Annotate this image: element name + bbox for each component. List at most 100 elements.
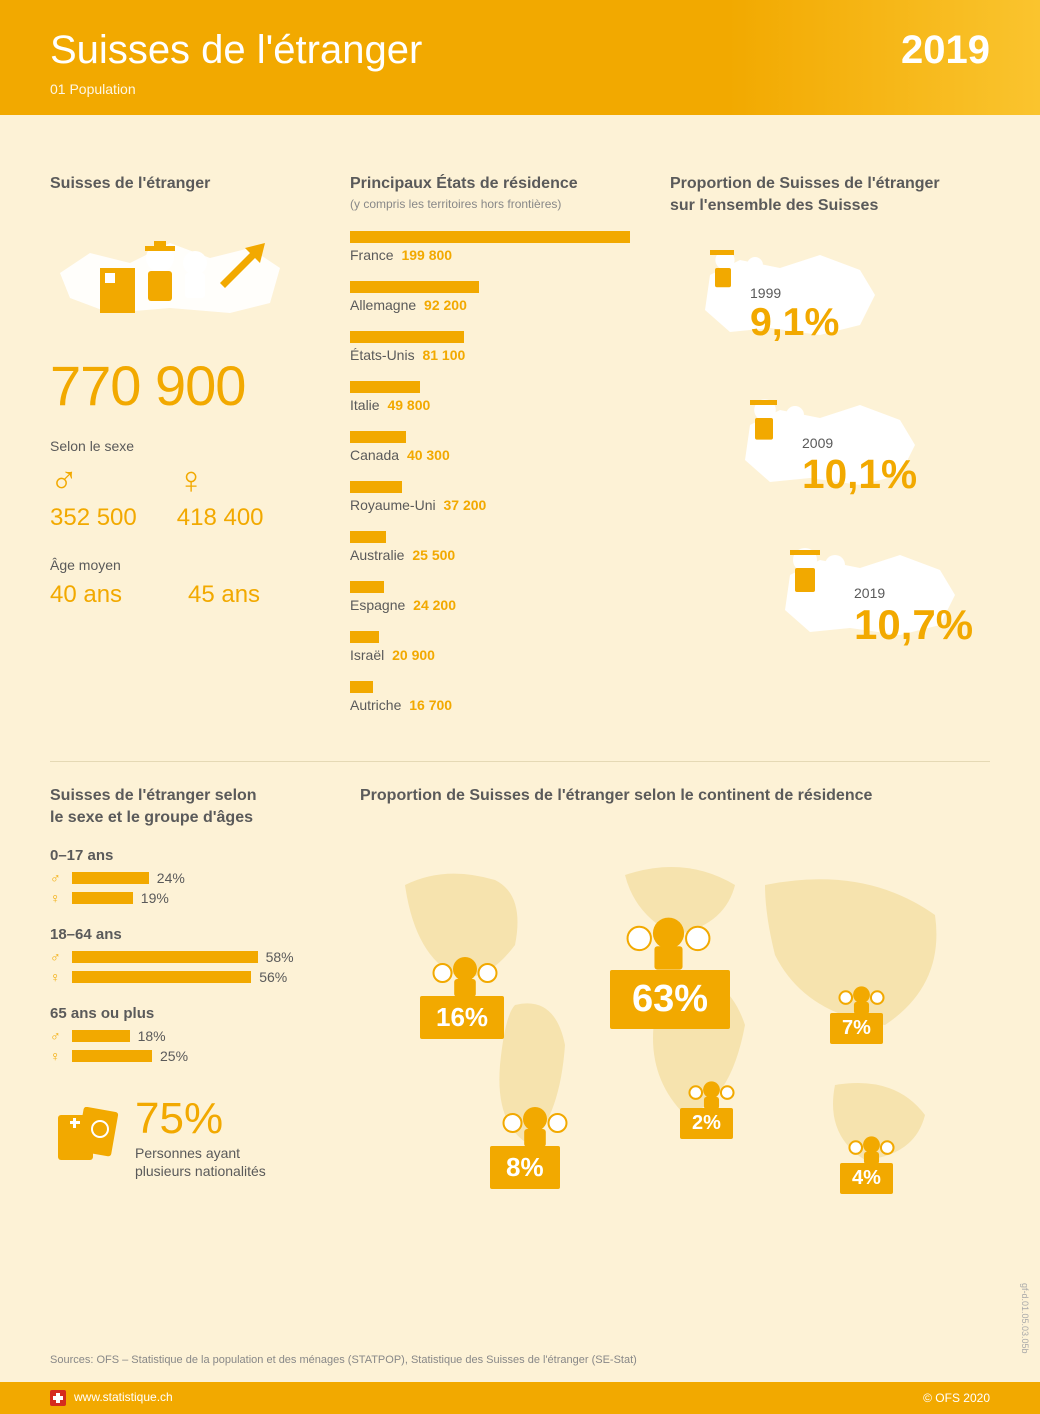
age-group: 18–64 ans ♂58% ♀56% (50, 926, 330, 985)
sources-text: Sources: OFS – Statistique de la populat… (50, 1354, 637, 1366)
continent-marker: 8% (490, 1105, 580, 1146)
age-bar-female: ♀56% (50, 969, 330, 985)
divider (50, 761, 990, 762)
agegroups-heading-2: le sexe et le groupe d'âges (50, 809, 330, 827)
country-bar-label: Australie 25 500 (350, 547, 650, 563)
continent-pct: 63% (610, 970, 730, 1029)
side-reference: gf-d.01.05.03.05b (1020, 1283, 1030, 1354)
male-icon: ♂ (50, 462, 137, 500)
sex-label: Selon le sexe (50, 438, 330, 454)
female-icon: ♀ (177, 462, 264, 500)
country-bar-row: Australie 25 500 (350, 531, 650, 563)
multi-text-1: Personnes ayant (135, 1144, 266, 1162)
countries-column: Principaux États de résidence (y compris… (350, 175, 650, 731)
proportion-column: Proportion de Suisses de l'étranger sur … (670, 175, 990, 731)
country-bar-label: Allemagne 92 200 (350, 297, 650, 313)
country-bar-label: États-Unis 81 100 (350, 347, 650, 363)
male-count: 352 500 (50, 504, 137, 532)
swiss-flag-icon (50, 1390, 66, 1406)
country-bar-label: Italie 49 800 (350, 397, 650, 413)
age-group-label: 0–17 ans (50, 847, 330, 864)
country-bar-row: Israël 20 900 (350, 631, 650, 663)
people-icon (490, 1105, 580, 1150)
country-bar-row: Royaume-Uni 37 200 (350, 481, 650, 513)
country-bar-row: Italie 49 800 (350, 381, 650, 413)
proportion-heading-2: sur l'ensemble des Suisses (670, 197, 990, 215)
country-bar-row: Espagne 24 200 (350, 581, 650, 613)
people-icon (840, 1135, 903, 1167)
page-title: Suisses de l'étranger (50, 28, 422, 73)
age-bar-female: ♀19% (50, 890, 330, 906)
countries-subheading: (y compris les territoires hors frontièr… (350, 197, 650, 211)
continent-marker: 16% (420, 955, 510, 996)
proportion-year: 2009 (802, 435, 917, 451)
country-bar (350, 481, 402, 493)
country-bar (350, 331, 464, 343)
country-bar-label: Espagne 24 200 (350, 597, 650, 613)
country-bar (350, 431, 406, 443)
multi-pct: 75% (135, 1094, 266, 1144)
footer-copyright: © OFS 2020 (923, 1391, 990, 1405)
footer-url: www.statistique.ch (74, 1390, 173, 1404)
continents-heading: Proportion de Suisses de l'étranger selo… (360, 787, 990, 805)
passport-icon (50, 1107, 120, 1167)
countries-heading: Principaux États de résidence (350, 175, 650, 193)
continents-column: Proportion de Suisses de l'étranger selo… (360, 787, 990, 1205)
country-bar-row: Allemagne 92 200 (350, 281, 650, 313)
continent-pct: 8% (490, 1146, 560, 1189)
continent-pct: 2% (680, 1108, 733, 1139)
people-icon (830, 985, 893, 1017)
header: Suisses de l'étranger 01 Population 2019 (0, 0, 1040, 115)
country-bar (350, 381, 420, 393)
people-icon (610, 915, 727, 974)
proportion-pct: 9,1% (750, 301, 839, 345)
proportion-items: 1999 9,1% 2009 10,1% 2019 10,7% (670, 230, 990, 660)
age-group-label: 18–64 ans (50, 926, 330, 943)
country-bar (350, 531, 386, 543)
continent-pct: 16% (420, 996, 504, 1039)
age-group: 0–17 ans ♂24% ♀19% (50, 847, 330, 906)
people-icon (420, 955, 510, 1000)
agegroups-heading-1: Suisses de l'étranger selon (50, 787, 330, 805)
lower-content: Suisses de l'étranger selon le sexe et l… (0, 787, 1040, 1205)
age-label: Âge moyen (50, 557, 330, 573)
male-stat: ♂ 352 500 (50, 462, 137, 532)
country-bar-row: Canada 40 300 (350, 431, 650, 463)
country-bar-row: Autriche 16 700 (350, 681, 650, 713)
footer: www.statistique.ch © OFS 2020 (0, 1382, 1040, 1414)
age-female: 45 ans (188, 581, 260, 609)
proportion-item: 2019 10,7% (750, 530, 990, 660)
country-bar-row: États-Unis 81 100 (350, 331, 650, 363)
overview-heading: Suisses de l'étranger (50, 175, 330, 193)
country-bar-label: Royaume-Uni 37 200 (350, 497, 650, 513)
upper-content: Suisses de l'étranger 770 900 Selon le s… (0, 115, 1040, 731)
country-bars: France 199 800 Allemagne 92 200 États-Un… (350, 231, 650, 713)
proportion-pct: 10,7% (854, 601, 973, 649)
continent-marker: 4% (840, 1135, 903, 1163)
female-stat: ♀ 418 400 (177, 462, 264, 532)
overview-illustration (50, 213, 290, 343)
continent-marker: 63% (610, 915, 727, 970)
page-subtitle: 01 Population (50, 81, 422, 97)
proportion-year: 1999 (750, 285, 839, 301)
continent-pct: 4% (840, 1163, 893, 1194)
multi-text-2: plusieurs nationalités (135, 1162, 266, 1180)
age-bar-male: ♂58% (50, 949, 330, 965)
age-bar-male: ♂18% (50, 1028, 330, 1044)
age-groups-list: 0–17 ans ♂24% ♀19% 18–64 ans ♂58% ♀56% 65 … (50, 847, 330, 1064)
total-number: 770 900 (50, 353, 330, 418)
age-group-label: 65 ans ou plus (50, 1005, 330, 1022)
continent-marker: 2% (680, 1080, 743, 1108)
country-bar-row: France 199 800 (350, 231, 650, 263)
proportion-item: 2009 10,1% (710, 380, 990, 510)
people-icon (680, 1080, 743, 1112)
age-male: 40 ans (50, 581, 148, 609)
overview-column: Suisses de l'étranger 770 900 Selon le s… (50, 175, 330, 731)
country-bar-label: Israël 20 900 (350, 647, 650, 663)
proportion-pct: 10,1% (802, 451, 917, 498)
header-year: 2019 (901, 28, 990, 115)
country-bar (350, 631, 379, 643)
proportion-heading-1: Proportion de Suisses de l'étranger (670, 175, 990, 193)
age-bar-male: ♂24% (50, 870, 330, 886)
country-bar (350, 231, 630, 243)
